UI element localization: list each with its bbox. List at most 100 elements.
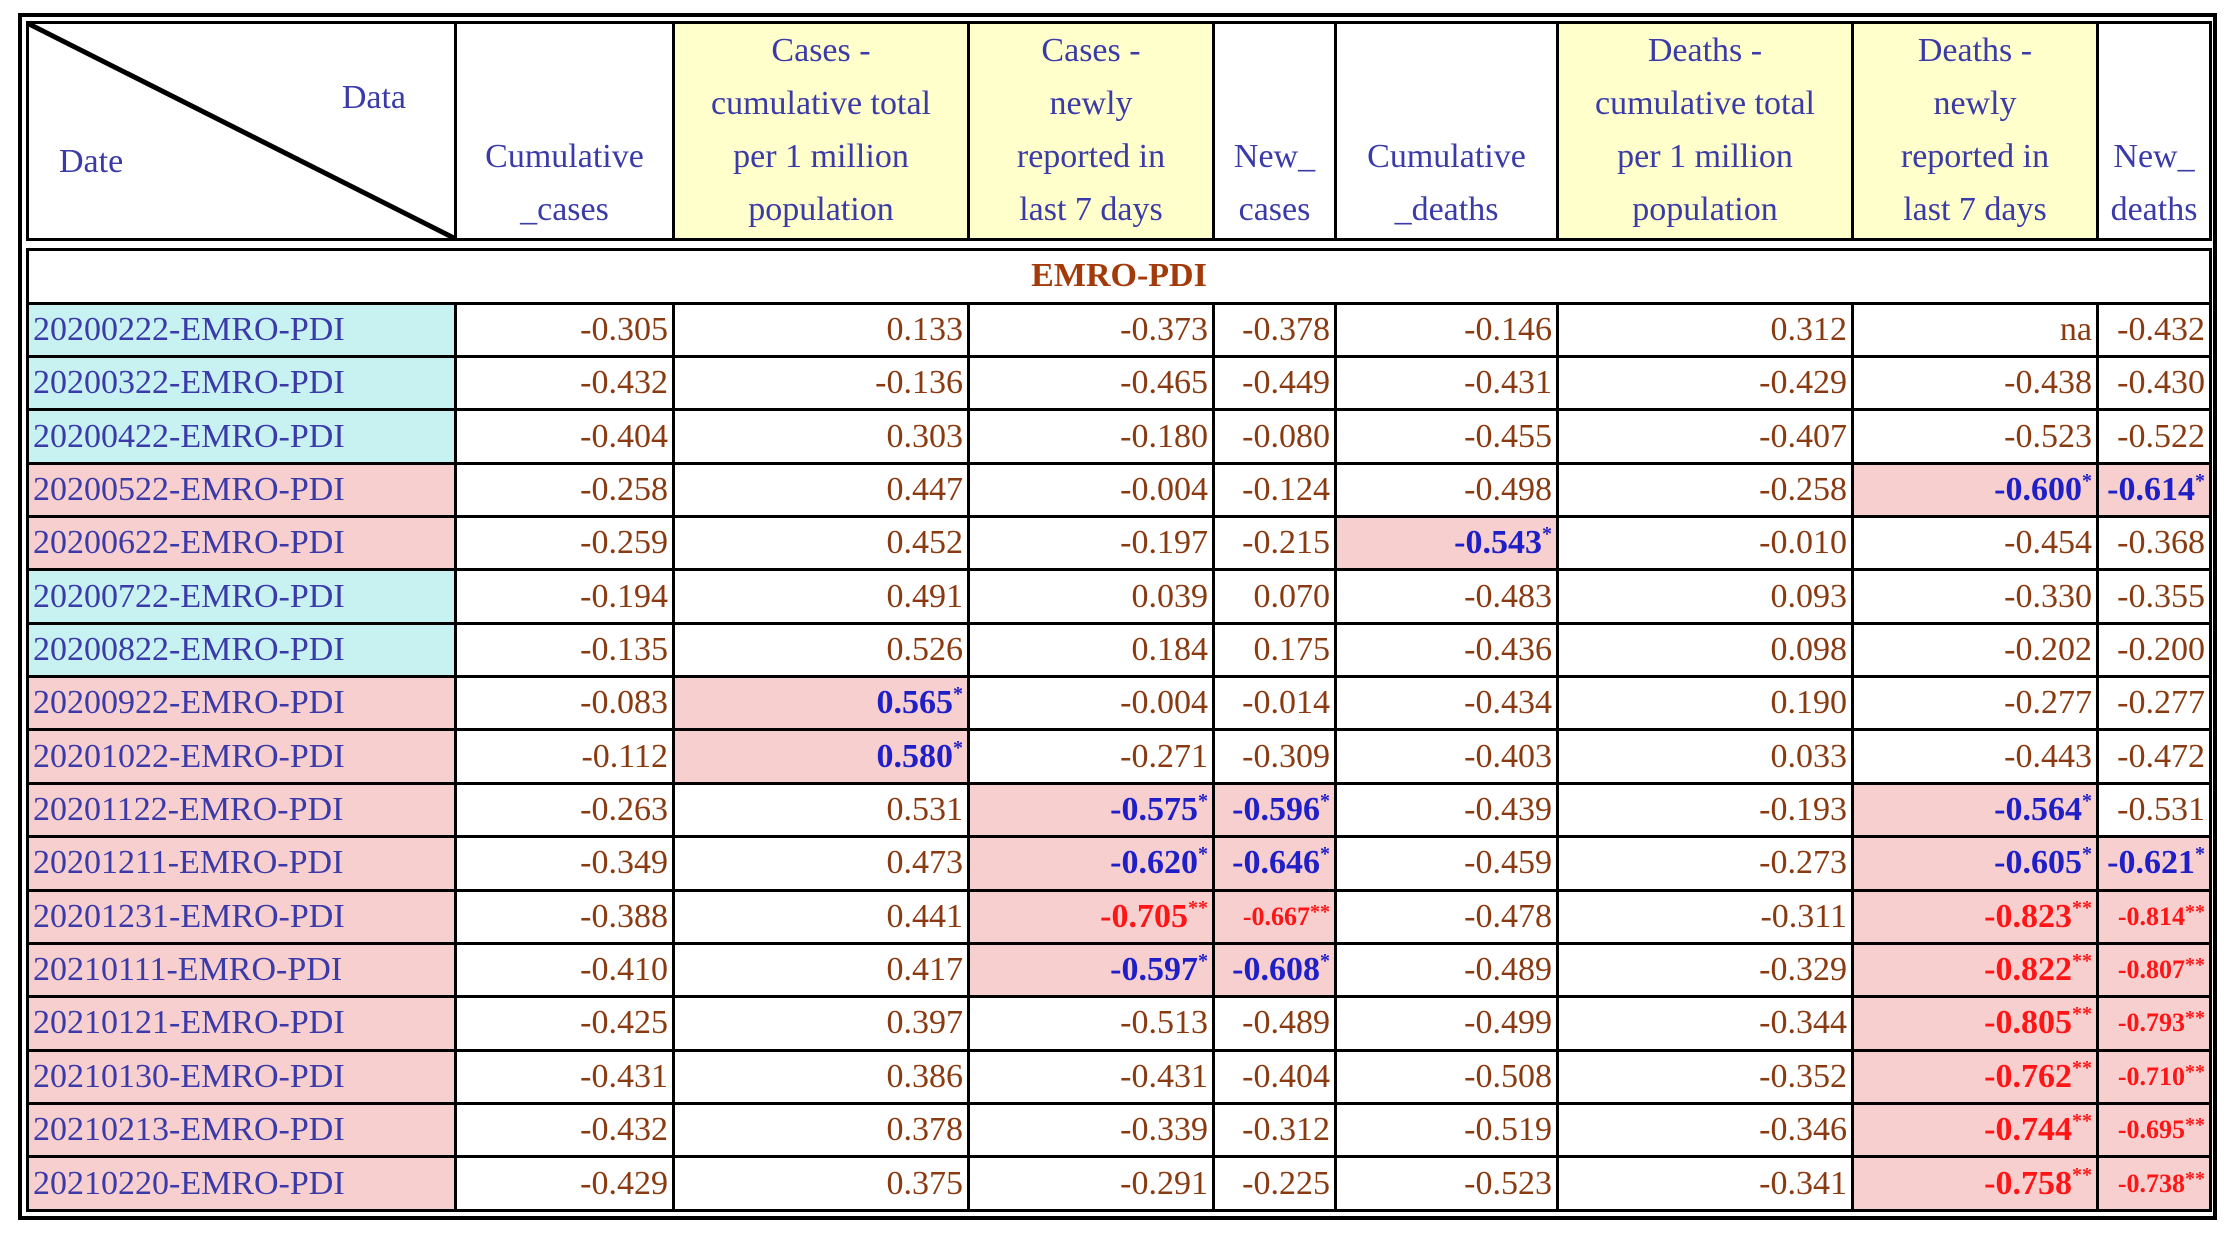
cell-value: -0.523 [2004, 417, 2092, 455]
table-cell: -0.823** [1851, 888, 2099, 945]
cell-value: -0.329 [1759, 951, 1847, 989]
table-cell: -0.807** [2096, 941, 2212, 999]
cell-value: -0.822 [1984, 951, 2072, 989]
table-cell: -0.459 [1334, 835, 1559, 892]
table-cell: -0.388 [454, 888, 675, 945]
cell-value: 0.417 [886, 951, 964, 989]
cell-value: -0.429 [1759, 364, 1847, 402]
cell-value: -0.455 [1464, 417, 1552, 455]
table-cell: -0.410 [454, 941, 675, 999]
table-cell: -0.273 [1556, 835, 1854, 892]
column-header-line: population [748, 191, 894, 228]
table-cell: -0.277 [1851, 675, 2099, 732]
table-cell: -0.564* [1851, 781, 2099, 839]
cell-value: -0.404 [580, 417, 668, 455]
cell-value: 0.491 [886, 577, 964, 615]
table-cell: 0.312 [1556, 301, 1854, 358]
significance-marker: ** [2072, 1003, 2092, 1026]
cell-value: -0.273 [1759, 844, 1847, 882]
cell-value: -0.330 [2004, 577, 2092, 615]
cell-value: -0.388 [580, 897, 668, 935]
cell-value: -0.112 [581, 737, 668, 775]
row-date-label: 20200822-EMRO-PDI [26, 621, 457, 679]
corner-data-label: Data [341, 79, 406, 116]
corner-date-label: Date [59, 143, 124, 180]
significance-marker: * [1320, 950, 1330, 973]
cell-value: 0.378 [886, 1111, 964, 1149]
cell-value: -0.341 [1759, 1164, 1847, 1202]
cell-value: -0.432 [580, 364, 668, 402]
column-header-line: _deaths [1394, 191, 1499, 228]
table-cell: -0.705** [967, 888, 1215, 945]
significance-marker: ** [2185, 1167, 2205, 1190]
section-title: EMRO-PDI [26, 248, 2212, 305]
cell-value: -0.312 [1242, 1111, 1330, 1149]
table-cell: -0.193 [1556, 781, 1854, 839]
table-cell: -0.822** [1851, 941, 2099, 999]
table-cell: -0.793** [2096, 995, 2212, 1052]
table-cell: 0.175 [1212, 621, 1337, 679]
significance-marker: ** [1310, 900, 1330, 923]
table-row: 20201022-EMRO-PDI -0.112 0.580* -0.271 -0.30… [26, 728, 2212, 785]
table-row: 20210121-EMRO-PDI -0.425 0.397 -0.513 -0.489… [26, 995, 2212, 1052]
cell-value: -0.483 [1464, 577, 1552, 615]
table-cell: -0.762** [1851, 1048, 2099, 1106]
significance-marker: ** [2185, 1114, 2205, 1137]
cell-value: -0.202 [2004, 630, 2092, 668]
header-row: Data Date Cumulative _cases Cases - cumulat… [26, 21, 2212, 241]
table-cell: -0.146 [1334, 301, 1559, 358]
table-cell: -0.430 [2096, 354, 2212, 412]
cell-value: 0.133 [886, 310, 964, 348]
cell-value: -0.449 [1242, 364, 1330, 402]
table-cell: 0.386 [672, 1048, 970, 1106]
column-header-line: cumulative total [1595, 85, 1815, 122]
table-cell: -0.305 [454, 301, 675, 358]
cell-value: 0.312 [1770, 310, 1848, 348]
section-row: EMRO-PDI [26, 248, 2212, 305]
cell-value: 0.190 [1770, 684, 1848, 722]
table-cell: -0.404 [454, 408, 675, 465]
significance-marker: * [1198, 950, 1208, 973]
significance-marker: ** [2185, 1060, 2205, 1083]
significance-marker: ** [2072, 896, 2092, 919]
table-cell: -0.312 [1212, 1101, 1337, 1159]
table-cell: -0.291 [967, 1155, 1215, 1212]
cell-value: -0.200 [2117, 630, 2205, 668]
table-cell: 0.039 [967, 568, 1215, 625]
cell-value: -0.758 [1984, 1164, 2072, 1202]
table-cell: -0.465 [967, 354, 1215, 412]
cell-value: -0.513 [1120, 1004, 1208, 1042]
table-cell: -0.010 [1556, 515, 1854, 572]
cell-value: -0.597 [1110, 951, 1198, 989]
cell-value: -0.194 [580, 577, 668, 615]
column-header-line: deaths [2110, 191, 2198, 228]
table-cell: -0.429 [454, 1155, 675, 1212]
row-date-label: 20201211-EMRO-PDI [26, 835, 457, 892]
cell-value: -0.305 [580, 310, 668, 348]
table-cell: -0.620* [967, 835, 1215, 892]
table-cell: 0.397 [672, 995, 970, 1052]
table-cell: -0.368 [2096, 515, 2212, 572]
table-cell: -0.431 [1334, 354, 1559, 412]
significance-marker: ** [2072, 1110, 2092, 1133]
column-header-line: cases [1238, 191, 1311, 228]
table-cell: -0.439 [1334, 781, 1559, 839]
table-cell: -0.014 [1212, 675, 1337, 732]
column-header-line: reported in [1016, 138, 1166, 175]
table-cell: -0.522 [2096, 408, 2212, 465]
cell-value: -0.431 [1120, 1057, 1208, 1095]
table-cell: -0.403 [1334, 728, 1559, 785]
table-cell: -0.478 [1334, 888, 1559, 945]
cell-value: -0.010 [1759, 524, 1847, 562]
cell-value: -0.705 [1100, 897, 1188, 935]
table-cell: -0.432 [454, 354, 675, 412]
cell-value: 0.447 [886, 470, 964, 508]
cell-value: -0.531 [2117, 791, 2205, 829]
column-header-line: Cases - [1041, 32, 1141, 69]
table-row: 20210130-EMRO-PDI -0.431 0.386 -0.431 -0.404… [26, 1048, 2212, 1106]
correlation-table-frame: Data Date Cumulative _cases Cases - cumulat… [18, 13, 2217, 1220]
table-cell: -0.738** [2096, 1155, 2212, 1212]
cell-value: 0.375 [886, 1164, 964, 1202]
cell-value: -0.410 [580, 951, 668, 989]
cell-value: 0.184 [1131, 630, 1209, 668]
